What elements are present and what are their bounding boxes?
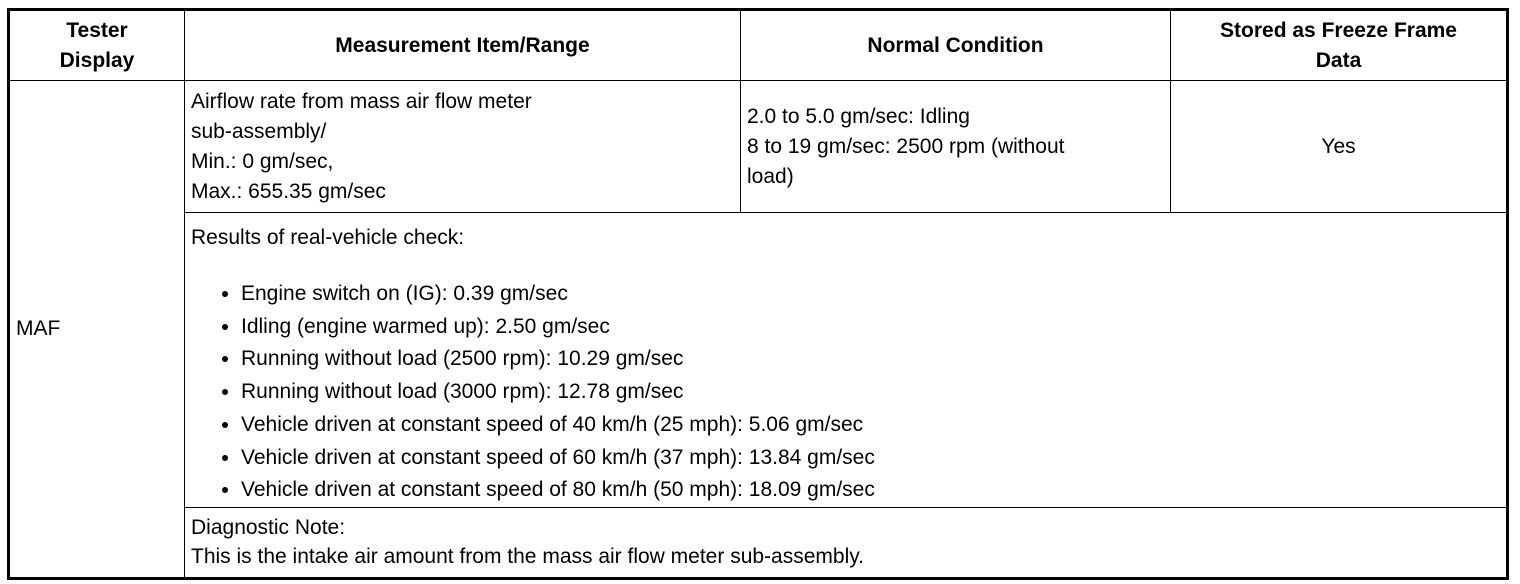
result-item: Running without load (3000 rpm): 12.78 g… (241, 376, 1500, 409)
text-line: sub-assembly/ (191, 119, 327, 143)
header-cell: Stored as Freeze Frame Data (1170, 9, 1508, 81)
measurement: Airflow rate from mass air flow meter sub… (184, 80, 741, 213)
result-item: Vehicle driven at constant speed of 40 k… (241, 409, 1500, 442)
note-cell: Diagnostic Note: This is the intake air … (184, 506, 1508, 579)
text-line: Measurement Item/Range (335, 33, 590, 57)
text-line: Data (1315, 48, 1362, 72)
text-line: 2.0 to 5.0 gm/sec: Idling (747, 104, 970, 128)
result-item: Idling (engine warmed up): 2.50 gm/sec (241, 311, 1500, 344)
text-line: Display (59, 48, 135, 72)
normal-condition: 2.0 to 5.0 gm/sec: Idling 8 to 19 gm/sec:… (740, 80, 1171, 213)
note-title: Diagnostic Note: (191, 516, 346, 540)
result-item: Running without load (2500 rpm): 10.29 g… (241, 343, 1500, 376)
header-cell: Tester Display (8, 9, 185, 81)
results-cell: Results of real-vehicle check: Engine sw… (184, 212, 1508, 508)
row: MAF Airflow rate from mass air flow mete… (8, 80, 1508, 579)
results-list: Engine switch on (IG): 0.39 gm/secIdling… (191, 278, 1500, 507)
tester-display: MAF (8, 80, 185, 579)
text-line: Normal Condition (867, 33, 1044, 57)
header-row: Tester Display Measurement Item/Range Nor… (8, 9, 1508, 81)
header-cell: Normal Condition (740, 9, 1171, 81)
freeze-frame: Yes (1170, 80, 1508, 213)
result-item: Engine switch on (IG): 0.39 gm/sec (241, 278, 1500, 311)
text-line: Airflow rate from mass air flow meter (191, 89, 532, 113)
row: Diagnostic Note: This is the intake air … (9, 506, 1508, 579)
note-text: This is the intake air amount from the m… (191, 545, 865, 569)
results-title: Results of real-vehicle check: (191, 226, 465, 249)
row: Results of real-vehicle check: Engine sw… (9, 212, 1508, 508)
text-line: 8 to 19 gm/sec: 2500 rpm (without (747, 134, 1065, 158)
text-line: Tester (66, 18, 128, 42)
result-item: Vehicle driven at constant speed of 80 k… (241, 474, 1500, 507)
text-line: Max.: 655.35 gm/sec (191, 179, 386, 203)
data-table: Tester Display Measurement Item/Range Nor… (7, 8, 1509, 580)
text-line: load) (747, 164, 794, 188)
text-line: Stored as Freeze Frame (1220, 18, 1457, 42)
result-item: Vehicle driven at constant speed of 60 k… (241, 442, 1500, 475)
text-line: Min.: 0 gm/sec, (191, 149, 334, 173)
header-cell: Measurement Item/Range (184, 9, 741, 81)
